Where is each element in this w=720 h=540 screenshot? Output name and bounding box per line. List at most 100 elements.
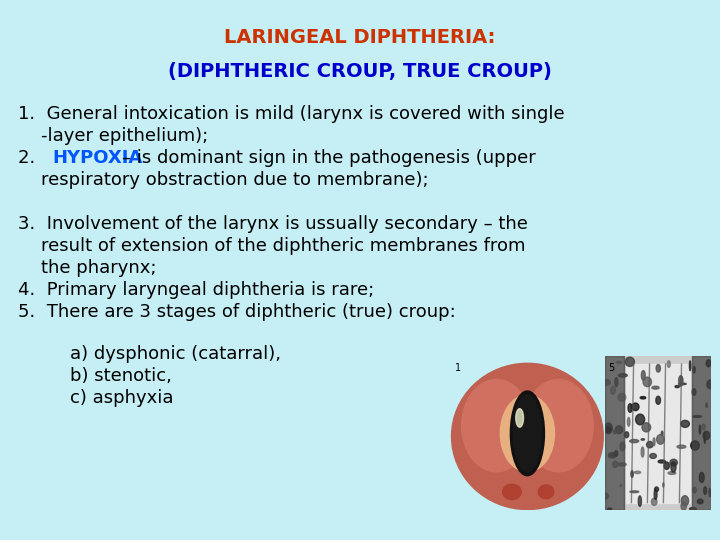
Ellipse shape: [500, 395, 554, 472]
Ellipse shape: [610, 453, 615, 456]
Text: the pharynx;: the pharynx;: [18, 259, 156, 277]
Ellipse shape: [642, 423, 651, 432]
Ellipse shape: [689, 361, 690, 370]
Ellipse shape: [631, 471, 634, 477]
Ellipse shape: [704, 433, 706, 443]
Ellipse shape: [620, 484, 621, 487]
Bar: [692, 356, 711, 510]
Ellipse shape: [523, 380, 593, 472]
Ellipse shape: [618, 393, 626, 401]
Ellipse shape: [608, 453, 616, 458]
Bar: [605, 356, 624, 510]
Ellipse shape: [702, 424, 705, 430]
Ellipse shape: [656, 396, 660, 404]
Ellipse shape: [709, 488, 711, 497]
Ellipse shape: [503, 484, 521, 500]
Ellipse shape: [618, 463, 626, 466]
Ellipse shape: [664, 462, 670, 469]
Ellipse shape: [625, 357, 634, 367]
Text: HYPOXIA: HYPOXIA: [52, 149, 143, 167]
Ellipse shape: [690, 441, 699, 450]
Ellipse shape: [613, 430, 616, 434]
Ellipse shape: [616, 426, 623, 434]
Ellipse shape: [679, 376, 683, 386]
Ellipse shape: [611, 386, 616, 394]
Text: 4.  Primary laryngeal diphtheria is rare;: 4. Primary laryngeal diphtheria is rare;: [18, 281, 374, 299]
Ellipse shape: [706, 360, 711, 367]
Ellipse shape: [697, 499, 703, 504]
Ellipse shape: [703, 431, 710, 440]
Ellipse shape: [642, 370, 645, 380]
Ellipse shape: [639, 496, 642, 507]
Ellipse shape: [615, 377, 618, 387]
Text: -layer epithelium);: -layer epithelium);: [18, 127, 208, 145]
Ellipse shape: [652, 386, 659, 389]
Ellipse shape: [647, 442, 653, 448]
Text: 2.: 2.: [18, 149, 41, 167]
Ellipse shape: [608, 508, 612, 510]
Ellipse shape: [601, 493, 608, 500]
Ellipse shape: [670, 459, 678, 466]
Ellipse shape: [681, 496, 688, 506]
Ellipse shape: [707, 380, 714, 389]
Ellipse shape: [692, 389, 696, 395]
Ellipse shape: [662, 431, 663, 435]
Ellipse shape: [630, 440, 639, 443]
Ellipse shape: [620, 442, 625, 451]
Ellipse shape: [679, 383, 686, 384]
Ellipse shape: [601, 380, 611, 386]
Ellipse shape: [636, 414, 644, 425]
Ellipse shape: [624, 432, 629, 438]
Ellipse shape: [662, 483, 664, 487]
Ellipse shape: [654, 487, 659, 491]
Ellipse shape: [451, 363, 603, 510]
Ellipse shape: [693, 366, 696, 373]
Ellipse shape: [699, 425, 701, 434]
Ellipse shape: [681, 502, 686, 510]
Ellipse shape: [616, 361, 622, 363]
Ellipse shape: [706, 403, 707, 407]
Ellipse shape: [693, 487, 696, 493]
Text: b) stenotic,: b) stenotic,: [70, 367, 172, 385]
Text: 3.  Involvement of the larynx is ussually secondary – the: 3. Involvement of the larynx is ussually…: [18, 215, 528, 233]
Ellipse shape: [656, 364, 660, 372]
Ellipse shape: [613, 461, 618, 468]
Ellipse shape: [668, 471, 676, 475]
Text: 5.  There are 3 stages of diphtheric (true) croup:: 5. There are 3 stages of diphtheric (tru…: [18, 303, 456, 321]
Ellipse shape: [680, 376, 683, 384]
Ellipse shape: [510, 391, 544, 476]
Ellipse shape: [703, 487, 706, 495]
Ellipse shape: [628, 404, 632, 413]
Ellipse shape: [657, 435, 665, 444]
Ellipse shape: [539, 485, 554, 499]
Ellipse shape: [615, 450, 618, 456]
Ellipse shape: [658, 460, 665, 463]
Text: – is dominant sign in the pathogenesis (upper: – is dominant sign in the pathogenesis (…: [122, 149, 536, 167]
Text: 1.  General intoxication is mild (larynx is covered with single: 1. General intoxication is mild (larynx …: [18, 105, 564, 123]
Ellipse shape: [652, 498, 657, 505]
Text: result of extension of the diphtheric membranes from: result of extension of the diphtheric me…: [18, 237, 526, 255]
Ellipse shape: [654, 489, 657, 500]
Bar: [626, 364, 690, 503]
Ellipse shape: [604, 427, 611, 433]
Ellipse shape: [667, 361, 670, 367]
Ellipse shape: [690, 508, 696, 510]
Text: (DIPHTHERIC CROUP, TRUE CROUP): (DIPHTHERIC CROUP, TRUE CROUP): [168, 62, 552, 81]
Ellipse shape: [513, 395, 541, 472]
Ellipse shape: [618, 374, 627, 377]
Ellipse shape: [632, 403, 639, 410]
Ellipse shape: [516, 409, 523, 427]
Ellipse shape: [675, 386, 680, 388]
Ellipse shape: [605, 423, 612, 434]
Text: 1: 1: [454, 362, 461, 373]
Ellipse shape: [627, 417, 630, 426]
Text: LARINGEAL DIPHTHERIA:: LARINGEAL DIPHTHERIA:: [225, 28, 495, 47]
Ellipse shape: [640, 396, 646, 399]
Text: 5: 5: [608, 362, 614, 373]
Ellipse shape: [462, 380, 531, 472]
Ellipse shape: [634, 471, 641, 474]
Ellipse shape: [680, 420, 690, 427]
Ellipse shape: [693, 416, 701, 417]
Ellipse shape: [641, 438, 644, 440]
Ellipse shape: [630, 491, 639, 492]
